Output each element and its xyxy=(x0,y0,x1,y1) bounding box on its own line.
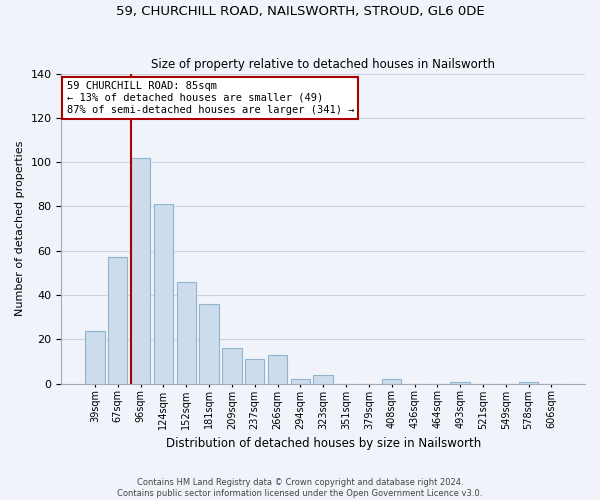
Bar xyxy=(451,382,470,384)
Text: Contains HM Land Registry data © Crown copyright and database right 2024.
Contai: Contains HM Land Registry data © Crown c… xyxy=(118,478,482,498)
Bar xyxy=(108,258,127,384)
Text: 59, CHURCHILL ROAD, NAILSWORTH, STROUD, GL6 0DE: 59, CHURCHILL ROAD, NAILSWORTH, STROUD, … xyxy=(116,5,484,18)
X-axis label: Distribution of detached houses by size in Nailsworth: Distribution of detached houses by size … xyxy=(166,437,481,450)
Bar xyxy=(382,380,401,384)
Bar xyxy=(85,330,104,384)
Bar xyxy=(176,282,196,384)
Bar xyxy=(245,360,265,384)
Bar xyxy=(519,382,538,384)
Title: Size of property relative to detached houses in Nailsworth: Size of property relative to detached ho… xyxy=(151,58,495,71)
Bar xyxy=(222,348,242,384)
Bar xyxy=(313,375,333,384)
Bar xyxy=(290,380,310,384)
Bar xyxy=(199,304,219,384)
Bar xyxy=(154,204,173,384)
Text: 59 CHURCHILL ROAD: 85sqm
← 13% of detached houses are smaller (49)
87% of semi-d: 59 CHURCHILL ROAD: 85sqm ← 13% of detach… xyxy=(67,82,354,114)
Bar xyxy=(268,355,287,384)
Y-axis label: Number of detached properties: Number of detached properties xyxy=(15,141,25,316)
Bar xyxy=(131,158,150,384)
